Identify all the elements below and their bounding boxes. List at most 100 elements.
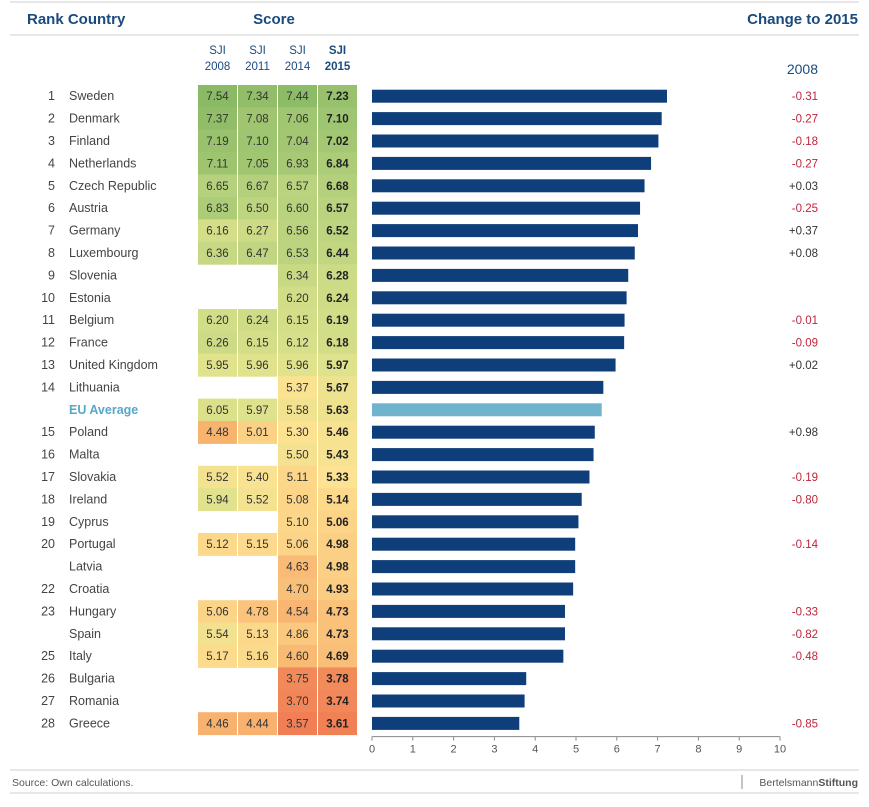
column-headers: SJI 2008 SJI 2011 SJI 2014 SJI 2015 [205,45,351,73]
score-cell-bg [198,421,237,444]
score-2015-finland: 7.02 [326,136,348,148]
score-2015-portugal: 4.98 [326,539,349,551]
score-2008-poland: 4.48 [206,427,228,439]
rank-label: 16 [41,448,55,462]
rank-label: 6 [48,201,55,215]
score-cell-bg [238,712,277,736]
bar-greece [372,716,520,730]
score-2015-greece: 3.61 [326,718,349,730]
score-2014-spain: 4.86 [286,629,308,641]
score-2014-latvia: 4.63 [286,562,308,574]
bar-france [372,336,625,350]
rank-label: 8 [48,246,55,260]
score-2015-ireland: 5.14 [326,494,349,506]
score-cell-bg [318,174,357,198]
score-2015-czech-republic: 6.68 [326,181,349,193]
country-label-spain: Spain [69,627,101,641]
score-cell-bg [238,622,277,646]
bar-belgium [372,313,625,327]
column-header-year-2014: 2014 [285,61,311,73]
bar-finland [372,134,659,148]
score-cell-bg [278,712,317,736]
x-tick-label: 7 [655,744,661,756]
bar-estonia [372,291,627,305]
change-netherlands: -0.27 [792,158,818,170]
score-cell-bg [318,689,357,713]
rank-label: 4 [48,156,55,170]
score-cell-bg [198,645,237,668]
score-2011-eu-average: 5.97 [246,405,268,417]
score-cell-bg [238,465,277,489]
rank-label: 1 [48,89,55,103]
score-cell-bg [238,174,277,198]
rank-label: 17 [41,470,55,484]
score-cell-bg [318,533,357,556]
score-cell-bg [278,398,317,422]
bar-luxembourg [372,246,635,260]
bar-netherlands [372,156,652,170]
score-2008-netherlands: 7.11 [207,158,229,170]
change-ireland: -0.80 [792,494,818,506]
score-cell-bg [238,645,277,668]
score-cell-bg [318,510,357,534]
change-subheader: 2008 [787,61,818,77]
score-2011-poland: 5.01 [246,427,268,439]
score-2014-denmark: 7.06 [286,114,308,126]
country-label-united-kingdom: United Kingdom [69,358,158,372]
change-header: Change to 2015 [747,11,858,28]
score-2011-denmark: 7.08 [246,114,268,126]
x-tick-label: 6 [614,744,620,756]
score-2008-france: 6.26 [206,338,228,350]
score-cell-bg [278,510,317,534]
bar-united-kingdom [372,358,616,372]
score-2014-sweden: 7.44 [286,91,309,103]
rank-label: 3 [48,134,55,148]
score-2014-cyprus: 5.10 [286,517,308,529]
column-header-year-2008: 2008 [205,61,231,73]
score-cell-bg [238,152,277,176]
score-2014-czech-republic: 6.57 [286,181,308,193]
score-cell-bg [198,465,237,489]
score-cell-bg [278,129,317,153]
score-2014-malta: 5.50 [286,450,308,462]
rank-label: 22 [41,582,55,596]
bar-slovenia [372,268,629,282]
change-italy: -0.48 [792,651,818,663]
score-2014-slovenia: 6.34 [286,270,309,282]
score-2011-slovakia: 5.40 [246,472,268,484]
score-2015-lithuania: 5.67 [326,382,348,394]
score-2011-sweden: 7.34 [246,91,269,103]
country-label-portugal: Portugal [69,537,116,551]
bar-cyprus [372,515,579,529]
score-cell-bg [318,331,357,355]
country-label-finland: Finland [69,134,110,148]
score-2014-ireland: 5.08 [286,494,308,506]
score-2014-croatia: 4.70 [286,584,308,596]
country-label-netherlands: Netherlands [69,156,136,170]
score-2008-ireland: 5.94 [206,494,229,506]
score-2015-belgium: 6.19 [326,315,348,327]
change-hungary: -0.33 [792,606,818,618]
score-2014-belgium: 6.15 [286,315,308,327]
bar-austria [372,201,641,215]
score-2011-italy: 5.16 [246,651,268,663]
bar-slovakia [372,470,590,484]
score-2015-sweden: 7.23 [326,91,348,103]
x-tick-label: 1 [410,744,416,756]
x-tick-label: 9 [736,744,742,756]
score-2011-france: 6.15 [246,338,268,350]
score-cell-bg [198,353,237,377]
score-cell-bg [278,152,317,176]
rank-label: 19 [41,515,55,529]
score-2014-lithuania: 5.37 [286,382,308,394]
country-label-sweden: Sweden [69,89,114,103]
score-2014-luxembourg: 6.53 [286,248,308,260]
score-cell-bg [198,331,237,355]
column-header-2011: SJI [249,45,266,57]
score-2011-united-kingdom: 5.96 [246,360,268,372]
rank-label: 28 [41,716,55,730]
country-label-luxembourg: Luxembourg [69,246,139,260]
score-cell-bg [238,197,277,220]
score-2011-luxembourg: 6.47 [246,248,268,260]
country-label-estonia: Estonia [69,291,111,305]
